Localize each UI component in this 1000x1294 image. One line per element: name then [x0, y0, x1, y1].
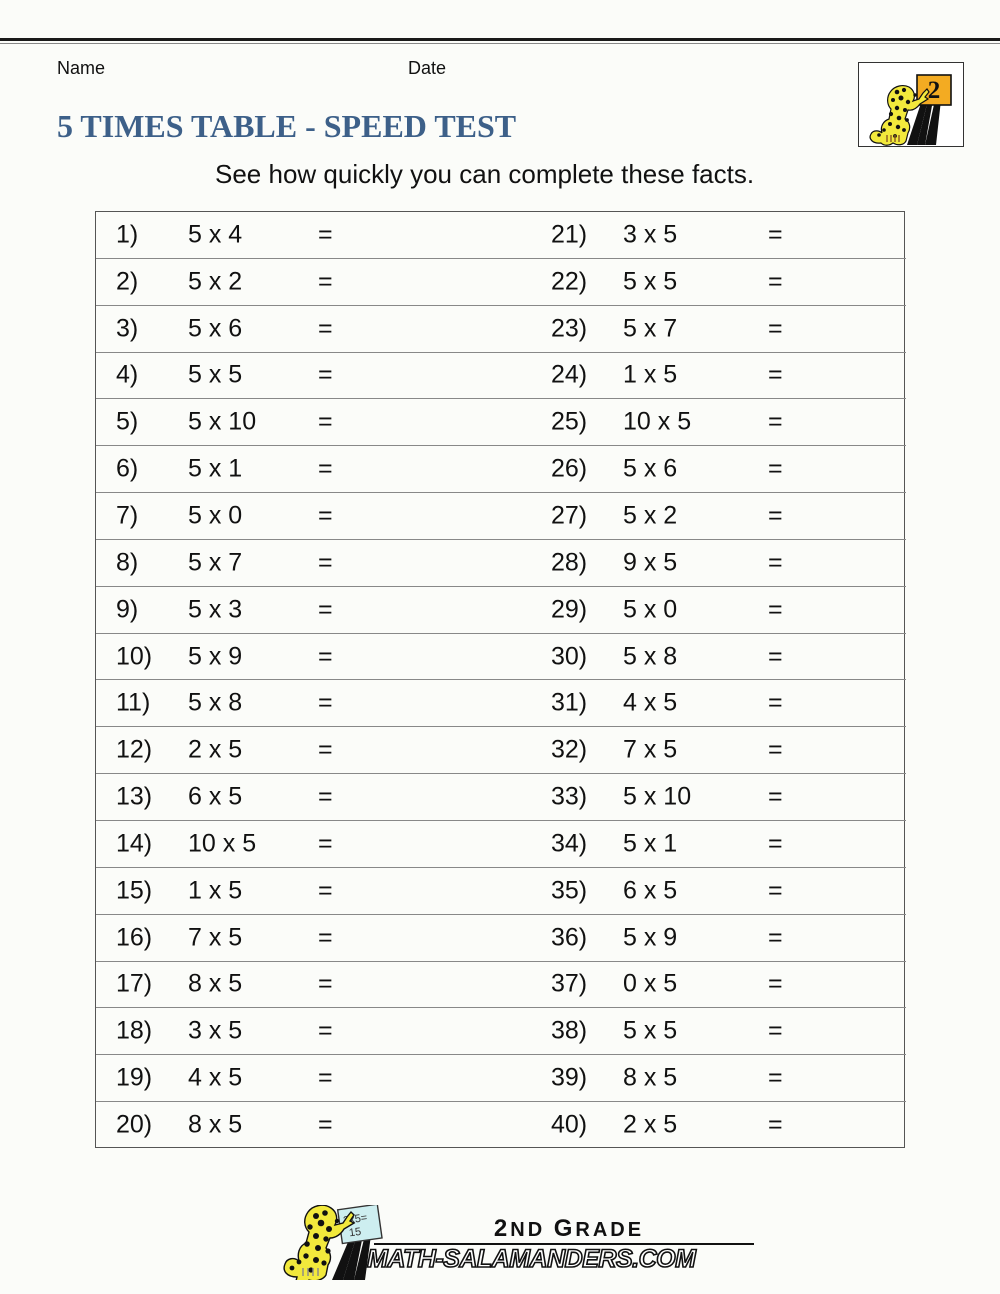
- svg-text:15: 15: [348, 1226, 362, 1240]
- svg-text:2: 2: [928, 77, 941, 104]
